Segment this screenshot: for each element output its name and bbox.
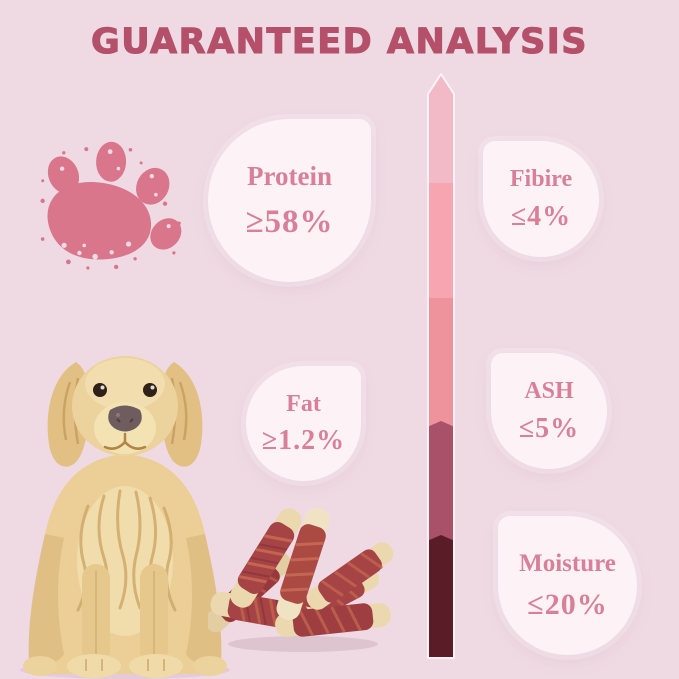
arrow-segment-3 [428, 298, 454, 427]
protein-bubble: Protein ≥58% [208, 119, 371, 282]
chew-stick [208, 507, 394, 637]
fibire-value: ≤4% [510, 201, 572, 232]
protein-value: ≥58% [245, 203, 334, 240]
analysis-arrow [427, 73, 455, 659]
page-title: GUARANTEED ANALYSIS [90, 21, 589, 62]
fibire-label: Fibire [509, 166, 573, 192]
dog-eye-left [93, 383, 107, 397]
ash-label: ASH [524, 378, 574, 404]
fat-value: ≥1.2% [261, 425, 346, 456]
arrow-segment-2 [428, 183, 454, 298]
fat-label: Fat [286, 391, 321, 417]
fibire-bubble: Fibire ≤4% [483, 141, 599, 257]
chew-sticks-illustration [208, 507, 394, 652]
ash-value: ≤5% [518, 413, 580, 444]
arrow-outline [427, 73, 455, 659]
dog-nose [108, 405, 142, 432]
moisture-value: ≤20% [527, 588, 608, 621]
moisture-label: Moisture [519, 550, 616, 577]
ash-bubble: ASH ≤5% [491, 353, 607, 469]
fat-bubble: Fat ≥1.2% [246, 366, 361, 481]
golden-retriever-illustration [20, 356, 230, 679]
dog-eye-right [143, 383, 157, 397]
moisture-bubble: Moisture ≤20% [498, 516, 637, 655]
protein-label: Protein [247, 160, 332, 191]
arrow-segment-1 [428, 74, 454, 183]
arrow-segment-5 [428, 535, 454, 658]
paw-print-icon [40, 141, 182, 270]
arrow-segment-4 [428, 421, 454, 541]
